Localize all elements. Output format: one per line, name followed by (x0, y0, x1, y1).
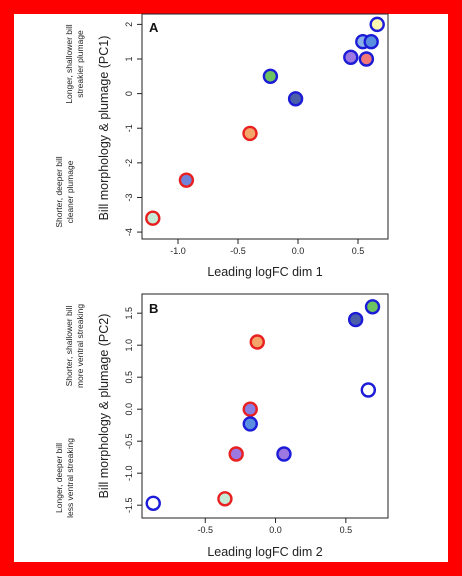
x-axis-title-a: Leading logFC dim 1 (207, 265, 322, 279)
y-tick-label-a: -1 (124, 124, 134, 132)
x-axis-title-b: Leading logFC dim 2 (207, 545, 322, 559)
points-a (145, 16, 385, 226)
annotation-lower-a-line2: cleaner plumage (65, 160, 75, 223)
y-tick-label-a: 1 (124, 56, 134, 61)
points-b (145, 299, 381, 511)
scatter-point-a (343, 49, 359, 65)
annotation-upper-b-line1: Shorter, shallower bill (64, 305, 74, 386)
x-tick-label-b: 0.0 (269, 525, 282, 535)
annotation-upper-a-line1: Longer, shallower bill (64, 24, 74, 103)
y-tick-label-a: -2 (124, 159, 134, 167)
y-tick-label-a: 0 (124, 91, 134, 96)
y-ticks-a: -4 -3 -2 -1 0 1 2 (124, 22, 142, 236)
panel-a: A -1.0 -0.5 0.0 0.5 -4 -3 -2 -1 0 1 2 Leading log… (54, 13, 389, 279)
annotation-lower-a: Shorter, deeper bill cleaner plumage (54, 156, 75, 227)
scatter-point-b (228, 446, 244, 462)
scatter-point-a (363, 33, 379, 50)
annotation-upper-b-line2: more ventral streaking (75, 304, 85, 388)
scatter-point-b (242, 401, 258, 417)
annotation-lower-b-line2: less ventral streaking (65, 438, 75, 518)
scatter-point-b (364, 299, 381, 315)
y-axis-title-a: Bill morphology & plumage (PC1) (97, 36, 111, 221)
scatter-point-b (249, 334, 265, 350)
y-tick-label-b: -1.5 (124, 497, 134, 513)
scatter-point-b (217, 491, 233, 507)
scatter-point-a (242, 125, 258, 142)
scatter-point-b (347, 311, 364, 328)
panel-a-label: A (149, 20, 159, 35)
scatter-point-b (145, 495, 161, 511)
y-tick-label-a: -3 (124, 193, 134, 201)
panel-b-label: B (149, 301, 158, 316)
y-tick-label-b: 1.5 (124, 307, 134, 320)
x-ticks-b: -0.5 0.0 0.5 (197, 518, 352, 535)
x-tick-label-a: -0.5 (230, 246, 246, 256)
y-tick-label-b: -1.0 (124, 465, 134, 481)
annotation-lower-a-line1: Shorter, deeper bill (54, 156, 64, 227)
plot-box-a (141, 13, 389, 240)
scatter-point-b (360, 382, 377, 398)
scatter-point-a (369, 16, 385, 33)
x-tick-label-b: -0.5 (197, 525, 213, 535)
plot-box-b (141, 293, 389, 519)
y-ticks-b: -1.5 -1.0 -0.5 0.0 0.5 1.0 1.5 (124, 307, 142, 513)
x-tick-label-a: 0.0 (292, 246, 305, 256)
y-tick-label-b: 0.0 (124, 403, 134, 416)
x-tick-label-a: 0.5 (352, 246, 365, 256)
scatter-point-a (178, 172, 195, 188)
annotation-lower-b-line1: Longer, deeper bill (54, 443, 64, 513)
y-tick-label-b: 1.0 (124, 339, 134, 352)
y-tick-label-a: -4 (124, 228, 134, 236)
x-tick-label-b: 0.5 (340, 525, 353, 535)
panel-b: B -0.5 0.0 0.5 -1.5 -1.0 -0.5 0.0 0.5 1.0 1.5 Le… (54, 293, 389, 559)
scatter-point-a (145, 210, 161, 226)
annotation-upper-a: Longer, shallower bill streakier plumage (64, 24, 85, 103)
annotation-upper-b: Shorter, shallower bill more ventral str… (64, 304, 85, 388)
scatter-point-b (276, 446, 292, 462)
y-tick-label-b: 0.5 (124, 371, 134, 384)
scatter-point-b (242, 416, 258, 432)
y-tick-label-b: -0.5 (124, 433, 134, 449)
scatter-point-a (287, 91, 304, 107)
scatter-point-a (262, 68, 279, 85)
x-ticks-a: -1.0 -0.5 0.0 0.5 (170, 239, 364, 256)
x-tick-label-a: -1.0 (170, 246, 186, 256)
y-tick-label-a: 2 (124, 22, 134, 27)
annotation-upper-a-line2: streakier plumage (75, 30, 85, 98)
annotation-lower-b: Longer, deeper bill less ventral streaki… (54, 438, 75, 518)
y-axis-title-b: Bill morphology & plumage (PC2) (97, 314, 111, 499)
scatter-point-a (358, 51, 375, 67)
